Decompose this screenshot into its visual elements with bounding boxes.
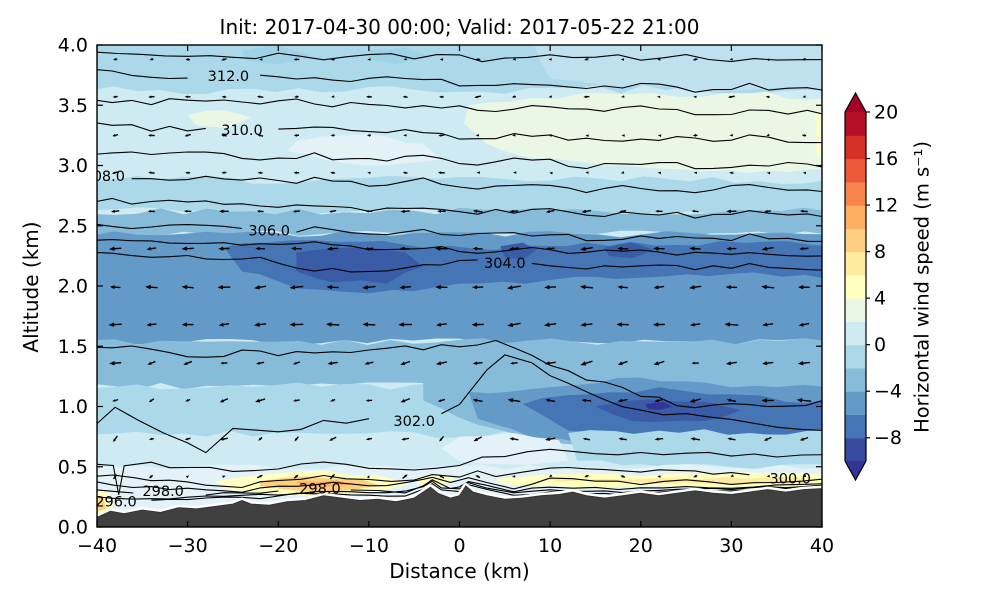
axes: −40 −30 −20 −10 0 10 20 30 400.00.51.01.52.02.53… — [58, 35, 834, 558]
contour-label: 300.0 — [770, 471, 812, 487]
y-tick-label: 0.5 — [58, 456, 88, 478]
colorbar-tick-label: 12 — [874, 195, 898, 217]
y-tick-label: 3.0 — [58, 155, 88, 177]
contour-label: 302.0 — [393, 414, 435, 430]
contour-label: 296.0 — [95, 494, 137, 510]
colorbar-tick-label: 4 — [874, 288, 886, 310]
x-tick-label: 40 — [810, 535, 834, 557]
y-tick-label: 2.5 — [58, 215, 88, 237]
colorbar-tick-label: 8 — [874, 241, 886, 263]
colorbar-extend-under — [845, 461, 866, 480]
y-tick-label: 1.0 — [58, 396, 88, 418]
contour-label: 304.0 — [484, 256, 526, 272]
x-tick-label: −10 — [349, 535, 389, 557]
colorbar-label: Horizontal wind speed (m s⁻¹) — [910, 141, 934, 433]
contour-label: 306.0 — [248, 223, 290, 239]
contour-label: 312.0 — [208, 69, 250, 85]
figure-title: Init: 2017-04-30 00:00; Valid: 2017-05-2… — [219, 15, 700, 39]
terrain — [97, 483, 822, 527]
contour-label: 310.0 — [221, 123, 263, 139]
colorbar: 20 16 12 8 4 0 −4 −8 — [844, 91, 902, 482]
colorbar-tick-label: −8 — [874, 427, 902, 449]
colorbar-tick-label: 16 — [874, 148, 898, 170]
x-axis-label: Distance (km) — [389, 559, 530, 583]
x-tick-label: −30 — [168, 535, 208, 557]
y-tick-label: 2.0 — [58, 276, 88, 298]
y-tick-label: 4.0 — [58, 35, 88, 57]
y-tick-label: 1.5 — [58, 336, 88, 358]
contour-label: 308.0 — [83, 169, 125, 185]
x-tick-label: 30 — [719, 535, 743, 557]
contour-label: 298.0 — [142, 484, 184, 500]
x-tick-label: 10 — [538, 535, 562, 557]
y-tick-label: 3.5 — [58, 95, 88, 117]
colorbar-tick-label: 0 — [874, 334, 886, 356]
contour-label: 298.0 — [299, 482, 341, 498]
colorbar-tick-label: 20 — [874, 102, 898, 124]
x-tick-label: −40 — [77, 535, 117, 557]
x-tick-label: −20 — [258, 535, 298, 557]
fill-contours — [97, 45, 822, 527]
wind-arrows — [108, 57, 812, 480]
x-tick-label: 0 — [453, 535, 465, 557]
colorbar-extend-over — [845, 93, 866, 112]
colorbar-tick-label: −4 — [874, 381, 902, 403]
y-axis-label: Altitude (km) — [19, 221, 43, 353]
contour-lines — [97, 51, 822, 501]
contour-labels: 312.0 310.0 308.0 306.0 304.0 302.0 300.0 298.0… — [83, 69, 812, 510]
y-tick-label: 0.0 — [58, 517, 88, 539]
x-tick-label: 20 — [629, 535, 653, 557]
